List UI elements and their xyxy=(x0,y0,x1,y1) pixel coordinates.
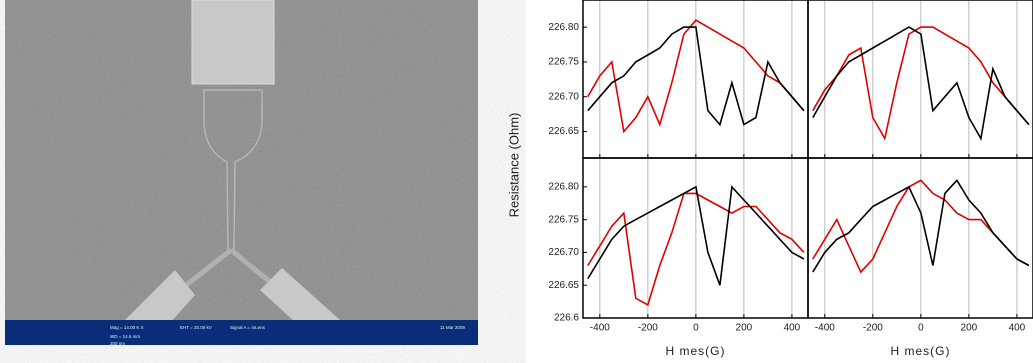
sem-info: 200 nm xyxy=(110,341,125,346)
sem-info: WD = 14.6 mm xyxy=(110,334,140,339)
sem-image: EHT = 20.00 kV Signal A = InLens Mag = 1… xyxy=(5,0,478,346)
y-tick-label: 226.75 xyxy=(548,57,579,68)
x-axis-label: H mes(G) xyxy=(666,344,726,358)
y-tick-label: 226.75 xyxy=(548,214,579,225)
x-tick-label: -200 xyxy=(638,323,658,334)
x-tick-label: 400 xyxy=(1009,323,1026,334)
y-tick-label: 226.80 xyxy=(548,181,579,192)
x-tick-label: 400 xyxy=(784,323,801,334)
x-tick-label: -400 xyxy=(815,323,835,334)
x-tick-label: 200 xyxy=(736,323,753,334)
y-tick-label: 226.6 xyxy=(554,313,579,324)
data-line xyxy=(812,26,1030,141)
data-line xyxy=(812,178,1030,273)
y-tick-label: 226.80 xyxy=(548,22,579,33)
y-axis-label: Resistance (Ohm) xyxy=(506,113,521,218)
x-tick-label: -200 xyxy=(863,323,883,334)
data-line xyxy=(587,192,805,307)
y-tick-label: 226.65 xyxy=(548,280,579,291)
x-axis-label: H mes(G) xyxy=(891,344,951,358)
x-tick-label: 0 xyxy=(918,323,924,334)
x-tick-label: 200 xyxy=(961,323,978,334)
sem-info: Mag = 14.00 K X xyxy=(110,325,144,330)
data-line xyxy=(812,26,1030,141)
sem-info: 11 Mar 2009 xyxy=(440,325,465,330)
plot-frame xyxy=(807,157,1033,319)
y-tick-label: 226.70 xyxy=(548,247,579,258)
data-line xyxy=(587,19,805,134)
data-line xyxy=(587,185,805,286)
x-tick-label: -400 xyxy=(590,323,610,334)
y-tick-label: 226.65 xyxy=(548,126,579,137)
x-tick-label: 0 xyxy=(693,323,699,334)
y-tick-label: 226.70 xyxy=(548,91,579,102)
sem-info: EHT = 20.00 kV xyxy=(180,325,212,330)
sem-info: Signal A = InLens xyxy=(230,325,266,330)
data-line xyxy=(587,26,805,127)
